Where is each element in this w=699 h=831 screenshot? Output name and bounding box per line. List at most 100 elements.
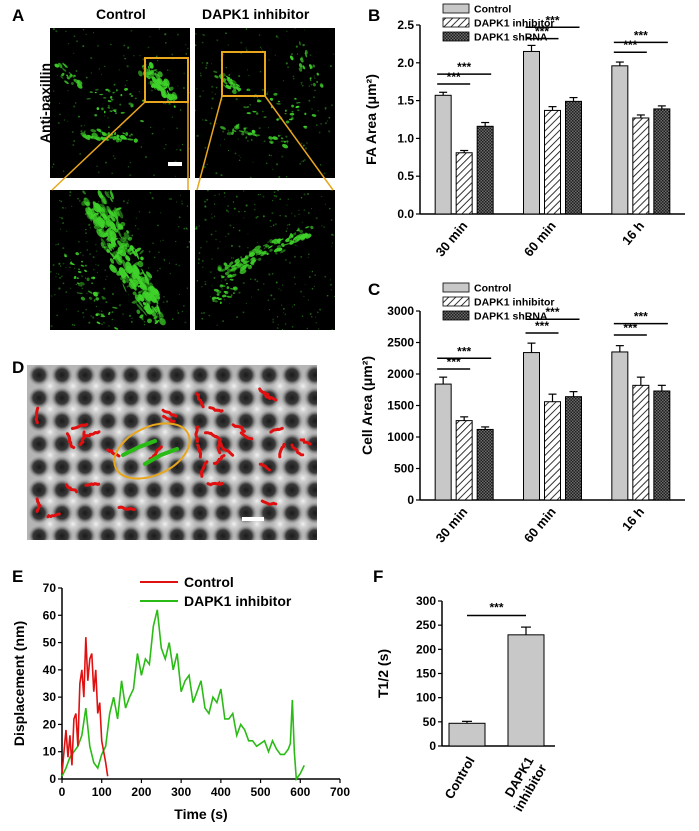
background-speckle	[138, 91, 140, 93]
background-speckle	[196, 134, 199, 137]
adhesion-spot	[104, 191, 110, 199]
adhesion-spot	[309, 64, 313, 69]
background-speckle	[86, 241, 88, 243]
pillar	[97, 479, 119, 501]
background-speckle	[148, 250, 151, 253]
background-speckle	[155, 55, 158, 58]
pillar	[166, 479, 188, 501]
background-speckle	[163, 295, 165, 298]
pillar	[74, 456, 96, 478]
adhesion-spot	[143, 304, 150, 310]
background-speckle	[287, 198, 290, 201]
background-speckle	[64, 207, 67, 209]
background-speckle	[311, 108, 313, 110]
background-speckle	[177, 310, 179, 312]
background-speckle	[294, 231, 297, 234]
series-line	[61, 609, 305, 782]
background-speckle	[150, 126, 152, 129]
pillar	[212, 502, 234, 524]
adhesion-spot	[236, 85, 239, 89]
background-speckle	[232, 227, 235, 229]
adhesion-spot	[76, 277, 79, 279]
background-speckle	[256, 242, 258, 244]
adhesion-spot	[140, 256, 144, 261]
background-speckle	[245, 204, 248, 207]
background-speckle	[82, 254, 84, 257]
background-speckle	[242, 190, 245, 192]
legend-swatch	[442, 17, 470, 28]
background-speckle	[214, 93, 216, 95]
background-speckle	[171, 116, 173, 118]
background-speckle	[277, 190, 280, 192]
background-speckle	[201, 317, 204, 320]
adhesion-spot	[284, 113, 287, 115]
background-speckle	[259, 46, 262, 49]
background-speckle	[166, 300, 169, 303]
background-speckle	[220, 174, 223, 177]
background-speckle	[111, 318, 114, 321]
adhesion-spot	[302, 65, 306, 70]
adhesion-spot	[296, 235, 301, 241]
adhesion-spot	[142, 292, 148, 302]
background-speckle	[183, 227, 186, 230]
background-speckle	[92, 32, 95, 34]
adhesion-spot	[284, 237, 290, 242]
background-speckle	[301, 221, 303, 223]
adhesion-spot	[291, 104, 294, 108]
background-speckle	[286, 204, 288, 206]
background-speckle	[132, 261, 134, 263]
background-speckle	[131, 301, 134, 304]
background-speckle	[74, 102, 77, 104]
background-speckle	[103, 65, 106, 68]
background-speckle	[72, 131, 74, 133]
background-speckle	[235, 195, 238, 198]
background-speckle	[332, 234, 335, 237]
background-speckle	[309, 312, 312, 316]
adhesion-spot	[106, 214, 113, 219]
background-speckle	[205, 64, 208, 66]
pillar	[120, 456, 142, 478]
background-speckle	[126, 79, 128, 82]
background-speckle	[280, 289, 282, 291]
adhesion-spot	[295, 105, 300, 109]
adhesion-spot	[136, 309, 141, 314]
background-speckle	[223, 192, 226, 194]
adhesion-spot	[126, 230, 130, 234]
background-speckle	[131, 234, 134, 237]
pillar	[258, 365, 280, 386]
adhesion-spot	[255, 112, 259, 115]
pillar	[51, 433, 73, 455]
adhesion-spot	[269, 248, 273, 252]
background-speckle	[79, 153, 82, 155]
pillar	[235, 525, 257, 540]
background-speckle	[259, 193, 261, 196]
background-speckle	[142, 289, 144, 292]
adhesion-spot	[153, 289, 159, 295]
adhesion-spot	[154, 319, 160, 325]
background-speckle	[183, 72, 185, 75]
pillar-trajectory	[117, 505, 136, 511]
background-speckle	[81, 287, 84, 290]
adhesion-spot	[312, 64, 315, 68]
adhesion-spot	[225, 84, 232, 90]
background-speckle	[114, 157, 116, 160]
adhesion-spot	[78, 268, 80, 271]
x-axis-label: Time (s)	[174, 806, 227, 822]
background-speckle	[198, 258, 200, 261]
background-speckle	[95, 250, 98, 253]
background-speckle	[50, 325, 53, 328]
background-speckle	[186, 287, 188, 289]
background-speckle	[71, 205, 73, 207]
adhesion-spot	[223, 291, 227, 293]
y-tick-label: 1000	[387, 430, 414, 444]
background-speckle	[164, 41, 167, 44]
adhesion-spot	[216, 293, 220, 296]
background-speckle	[148, 82, 150, 84]
adhesion-spot	[171, 93, 175, 97]
background-speckle	[324, 122, 327, 125]
adhesion-spot	[110, 99, 114, 101]
zoom-connectors	[51, 51, 334, 191]
background-speckle	[285, 176, 288, 178]
y-tick-label: 0.5	[397, 169, 414, 183]
x-tick-label: 500	[251, 785, 271, 799]
